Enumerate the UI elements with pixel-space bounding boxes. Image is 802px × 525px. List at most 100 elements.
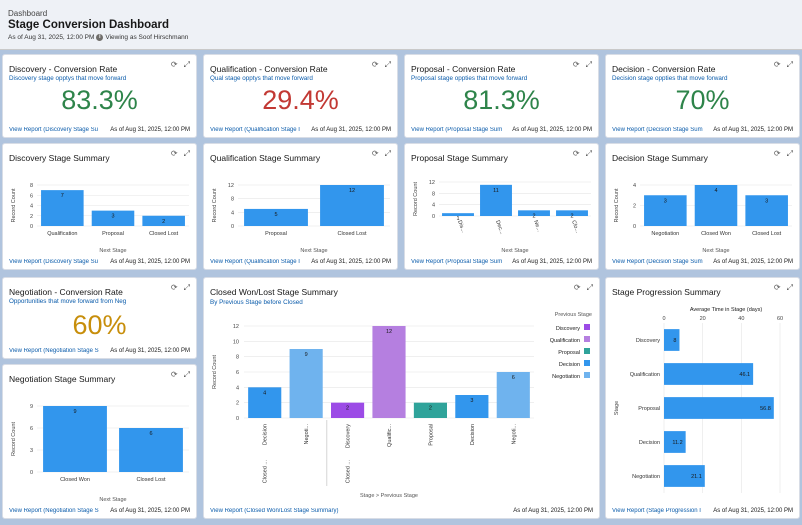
card-subtitle: By Previous Stage before Closed bbox=[210, 299, 303, 306]
x-tick-label: 40 bbox=[738, 316, 744, 322]
refresh-icon[interactable]: ⟳ bbox=[773, 60, 781, 69]
view-report-link[interactable]: View Report (Decision Stage Sum bbox=[612, 259, 703, 265]
as-of-text: As of Aug 31, 2025, 12:00 PM bbox=[8, 34, 95, 41]
card-title: Qualification - Conversion Rate bbox=[210, 64, 328, 74]
group-label: Closed ... bbox=[263, 460, 269, 484]
expand-icon[interactable]: ⤢ bbox=[786, 149, 793, 158]
metric-value: 29.4% bbox=[262, 85, 339, 115]
card-subtitle: Discovery stage opptys that move forward bbox=[9, 75, 127, 82]
bar bbox=[119, 428, 183, 472]
x-tick-label: Proposal bbox=[428, 424, 434, 446]
group-label: Closed ... bbox=[346, 460, 352, 484]
decision-summary-card: Decision Stage Summary ⟳ ⤢ 0 2 4 Record Coun… bbox=[605, 143, 800, 270]
metric-value: 81.3% bbox=[463, 85, 540, 115]
refresh-icon[interactable]: ⟳ bbox=[773, 283, 781, 292]
y-tick-label: Proposal bbox=[638, 406, 660, 412]
qualification-summary-card: Qualification Stage Summary ⟳ ⤢ 0 4 8 12 Reco… bbox=[203, 143, 398, 270]
bar-value-label: 2 bbox=[346, 406, 349, 412]
x-tick-label: Decision bbox=[263, 424, 269, 445]
bar bbox=[142, 215, 185, 226]
view-report-link[interactable]: View Report (Decision Stage Sum bbox=[612, 127, 703, 133]
as-of-text: As of Aug 31, 2025, 12:00 PM bbox=[713, 259, 793, 265]
x-tick-label: Proposal bbox=[265, 231, 287, 237]
x-tick-label: 0 bbox=[662, 316, 665, 322]
view-report-link[interactable]: View Report (Proposal Stage Sum bbox=[411, 127, 503, 133]
refresh-icon[interactable]: ⟳ bbox=[170, 149, 178, 158]
bar-value-label: 2 bbox=[532, 213, 535, 219]
metric-value: 83.3% bbox=[61, 85, 138, 115]
discovery-summary-card: Discovery Stage Summary ⟳ ⤢ 0 2 4 6 8 Record C… bbox=[2, 143, 197, 270]
progression-summary-card: Stage Progression Summary ⟳ ⤢ Average Tim… bbox=[605, 277, 800, 519]
refresh-icon[interactable]: ⟳ bbox=[573, 283, 581, 292]
refresh-icon[interactable]: ⟳ bbox=[572, 60, 580, 69]
view-report-link[interactable]: View Report (Discovery Stage Su bbox=[9, 259, 98, 265]
y-tick-label: 10 bbox=[233, 339, 239, 345]
view-report-link[interactable]: View Report (Qualification Stage I bbox=[210, 127, 300, 133]
qualification-stage-chart: 0 4 8 12 Record Count 5 Proposal 12 Closed Lost N… bbox=[212, 183, 390, 254]
y-tick-label: Qualification bbox=[630, 372, 660, 378]
y-axis-label: Record Count bbox=[614, 188, 620, 222]
refresh-icon[interactable]: ⟳ bbox=[371, 60, 379, 69]
refresh-icon[interactable]: ⟳ bbox=[572, 149, 580, 158]
view-report-link[interactable]: View Report (Discovery Stage Su bbox=[9, 127, 98, 133]
legend-swatch bbox=[584, 324, 590, 330]
y-tick-label: 2 bbox=[30, 214, 33, 220]
as-of-text: As of Aug 31, 2025, 12:00 PM bbox=[110, 348, 190, 354]
card-subtitle: Opportunities that move forward from Neg bbox=[9, 298, 127, 305]
x-tick-label: 60 bbox=[777, 316, 783, 322]
refresh-icon[interactable]: ⟳ bbox=[170, 370, 178, 379]
view-report-link[interactable]: View Report (Proposal Stage Sum bbox=[411, 259, 503, 265]
expand-icon[interactable]: ⤢ bbox=[183, 60, 190, 69]
expand-icon[interactable]: ⤢ bbox=[585, 149, 592, 158]
bar-value-label: 1 bbox=[456, 216, 459, 222]
refresh-icon[interactable]: ⟳ bbox=[170, 283, 178, 292]
bar bbox=[442, 213, 474, 216]
bar bbox=[518, 210, 550, 216]
breadcrumb[interactable]: Dashboard bbox=[8, 9, 48, 18]
x-axis-label: Next Stage bbox=[702, 248, 729, 254]
expand-icon[interactable]: ⤢ bbox=[183, 149, 190, 158]
legend-item-label: Proposal bbox=[558, 350, 580, 356]
bar bbox=[91, 210, 135, 226]
bar-value-label: 11.2 bbox=[672, 440, 682, 446]
refresh-icon[interactable]: ⟳ bbox=[371, 149, 379, 158]
card-title: Decision Stage Summary bbox=[612, 153, 708, 163]
bar-value-label: 9 bbox=[305, 352, 308, 358]
bar-value-label: 9 bbox=[73, 409, 76, 415]
bar-value-label: 21.1 bbox=[691, 474, 702, 480]
legend-swatch bbox=[584, 372, 590, 378]
card-title: Negotiation Stage Summary bbox=[9, 374, 116, 384]
view-report-link[interactable]: View Report (Negotiation Stage S bbox=[9, 508, 99, 514]
bar bbox=[694, 185, 738, 226]
expand-icon[interactable]: ⤢ bbox=[384, 60, 391, 69]
x-tick-label: 20 bbox=[700, 316, 706, 322]
y-tick-label: 4 bbox=[432, 203, 435, 209]
legend-item-label: Discovery bbox=[556, 326, 580, 332]
view-report-link[interactable]: View Report (Closed Won/Lost Stage Summa… bbox=[210, 508, 339, 514]
refresh-icon[interactable]: ⟳ bbox=[170, 60, 178, 69]
expand-icon[interactable]: ⤢ bbox=[586, 283, 593, 292]
y-axis-label: Record Count bbox=[212, 355, 218, 389]
view-report-link[interactable]: View Report (Stage Progression I bbox=[612, 508, 701, 514]
view-report-link[interactable]: View Report (Qualification Stage I bbox=[210, 259, 300, 265]
y-tick-label: 12 bbox=[228, 183, 234, 189]
as-of-text: As of Aug 31, 2025, 12:00 PM bbox=[110, 259, 190, 265]
bar bbox=[413, 402, 447, 418]
expand-icon[interactable]: ⤢ bbox=[786, 283, 793, 292]
x-tick-label: Ne... bbox=[532, 220, 542, 233]
view-report-link[interactable]: View Report (Negotiation Stage S bbox=[9, 348, 99, 354]
card-title: Qualification Stage Summary bbox=[210, 153, 321, 163]
refresh-icon[interactable]: ⟳ bbox=[773, 149, 781, 158]
y-axis-label: Record Count bbox=[413, 182, 419, 216]
expand-icon[interactable]: ⤢ bbox=[183, 370, 190, 379]
expand-icon[interactable]: ⤢ bbox=[384, 149, 391, 158]
expand-icon[interactable]: ⤢ bbox=[585, 60, 592, 69]
info-icon[interactable]: i bbox=[96, 34, 104, 41]
header-subtitle: As of Aug 31, 2025, 12:00 PM i Viewing a… bbox=[8, 34, 794, 41]
bar bbox=[664, 397, 774, 419]
expand-icon[interactable]: ⤢ bbox=[786, 60, 793, 69]
bar bbox=[43, 406, 107, 472]
expand-icon[interactable]: ⤢ bbox=[183, 283, 190, 292]
x-tick-label: Dec... bbox=[494, 220, 505, 236]
bar-value-label: 2 bbox=[570, 213, 573, 219]
